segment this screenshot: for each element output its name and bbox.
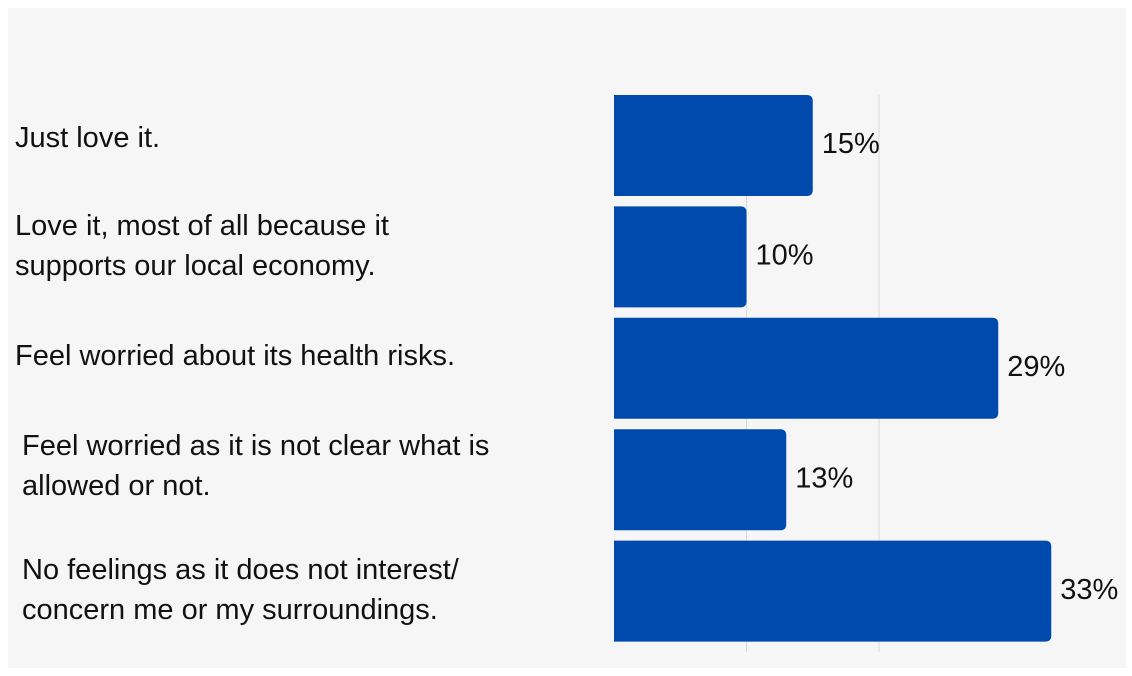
bar-0 (614, 95, 813, 196)
value-label-1: 10% (756, 240, 814, 272)
category-label-local-economy: Love it, most of all because it supports… (15, 210, 389, 282)
value-label-2: 29% (1007, 351, 1065, 383)
bar-2 (614, 317, 999, 419)
category-label-not-clear: Feel worried as it is not clear what is … (22, 430, 490, 502)
bar-1 (614, 206, 747, 308)
category-label-no-feelings: No feelings as it does not interest/ con… (22, 554, 459, 626)
bar-4 (614, 540, 1052, 642)
value-label-4: 33% (1060, 574, 1118, 606)
category-label-health-risks: Feel worried about its health risks. (15, 340, 456, 372)
bar-3 (614, 429, 787, 531)
category-label-just-love-it: Just love it. (15, 122, 161, 154)
value-label-0: 15% (822, 128, 880, 160)
category-labels: Just love it. Love it, most of all becau… (15, 122, 490, 626)
value-label-3: 13% (795, 462, 853, 494)
